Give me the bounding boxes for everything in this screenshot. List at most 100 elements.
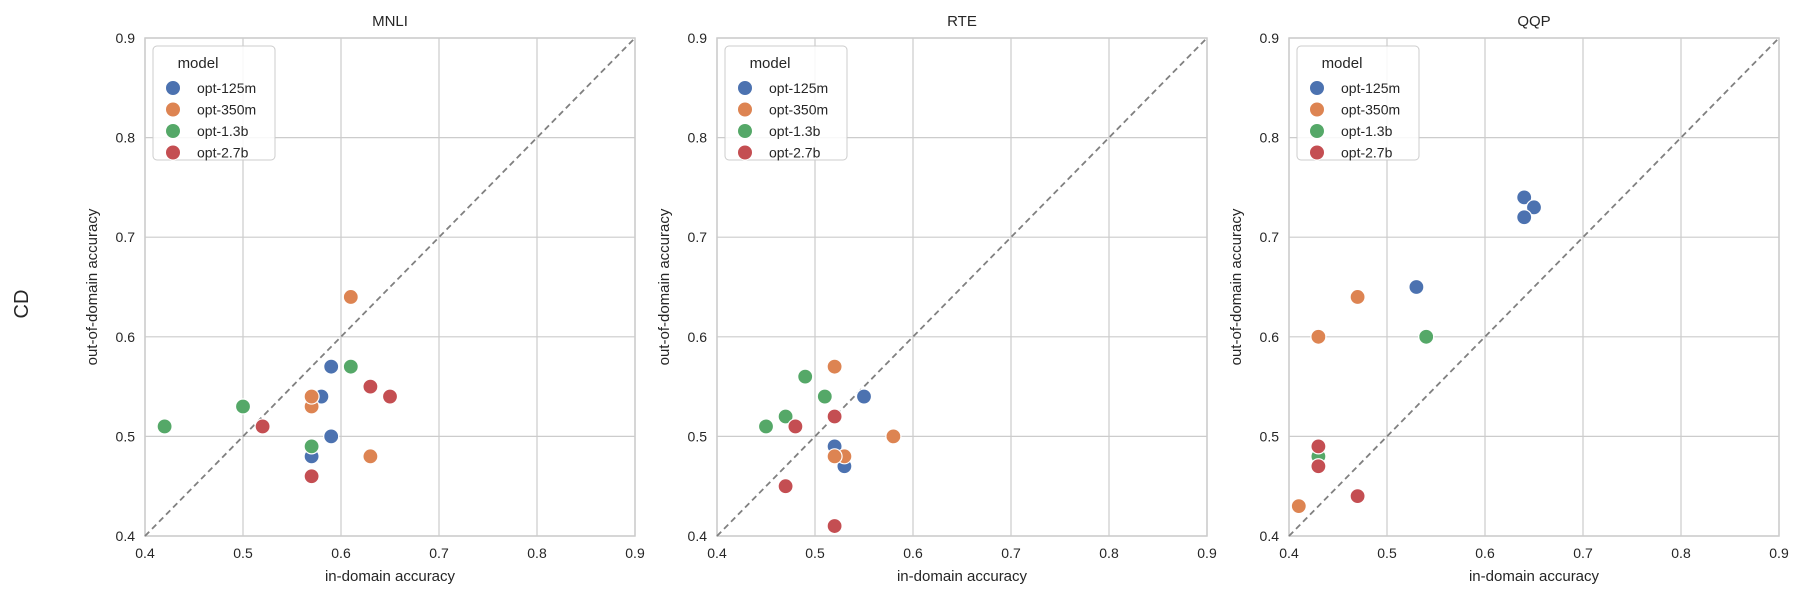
x-tick-label: 0.8 — [527, 545, 547, 561]
data-points — [1290, 189, 1543, 515]
legend-marker-opt-125m — [1309, 80, 1325, 96]
y-tick-label: 0.7 — [1260, 229, 1280, 245]
data-point-opt-350m — [826, 448, 843, 465]
data-point-opt-350m — [1310, 328, 1327, 345]
legend-entry-label: opt-125m — [197, 80, 256, 96]
y-tick-label: 0.5 — [688, 428, 708, 444]
data-point-opt-350m — [826, 358, 843, 375]
data-point-opt-2.7b — [1349, 488, 1366, 505]
x-tick-label: 0.4 — [707, 545, 727, 561]
legend-marker-opt-1.3b — [165, 123, 181, 139]
y-tick-label: 0.4 — [116, 528, 136, 544]
y-tick-label: 0.8 — [1260, 130, 1280, 146]
legend-entry-label: opt-1.3b — [1341, 123, 1393, 139]
data-point-opt-2.7b — [381, 388, 399, 405]
legend-title: model — [178, 55, 219, 72]
data-point-opt-350m — [362, 448, 379, 465]
data-point-opt-350m — [342, 288, 359, 306]
x-tick-label: 0.8 — [1671, 545, 1691, 561]
x-tick-label: 0.5 — [1377, 545, 1397, 561]
data-point-opt-125m — [1516, 189, 1533, 206]
data-point-opt-1.3b — [303, 438, 320, 455]
y-tick-label: 0.6 — [1260, 329, 1280, 345]
legend-box — [1296, 45, 1420, 161]
legend-entry-label: opt-1.3b — [197, 123, 249, 139]
y-axis-label: out-of-domain accuracy — [656, 208, 673, 365]
data-point-opt-1.3b — [797, 368, 814, 385]
chart-title: RTE — [947, 13, 977, 30]
legend-marker-opt-125m — [165, 80, 181, 96]
x-tick-label: 0.5 — [233, 545, 253, 561]
data-point-opt-1.3b — [234, 398, 252, 415]
legend-marker-opt-2.7b — [165, 144, 181, 161]
y-axis-label: out-of-domain accuracy — [84, 208, 101, 365]
data-points — [156, 288, 399, 485]
y-tick-label: 0.6 — [116, 329, 136, 345]
data-point-opt-1.3b — [1418, 328, 1435, 345]
data-point-opt-2.7b — [362, 378, 379, 395]
x-tick-label: 0.6 — [1475, 545, 1495, 561]
legend-title: model — [1322, 55, 1363, 72]
data-point-opt-350m — [885, 428, 902, 445]
legend-entry-label: opt-1.3b — [769, 123, 821, 139]
legend-box — [152, 45, 276, 161]
legend-box — [724, 45, 848, 161]
panel-rte: 0.4 0.5 0.6 0.7 0.8 0.9 0.4 0.5 0.6 0.7 0.8 0.9 RTE i… — [656, 13, 1217, 585]
panel-qqp: 0.4 0.5 0.6 0.7 0.8 0.9 0.4 0.5 0.6 0.7 0.8 0.9 QQP i… — [1228, 13, 1789, 585]
gridlines — [144, 37, 636, 537]
data-point-opt-1.3b — [342, 358, 359, 375]
x-tick-label: 0.6 — [331, 545, 351, 561]
data-point-opt-1.3b — [757, 418, 775, 435]
y-tick-label: 0.4 — [1260, 528, 1280, 544]
data-point-opt-1.3b — [777, 408, 794, 425]
legend-marker-opt-2.7b — [737, 144, 753, 161]
data-point-opt-125m — [855, 388, 873, 405]
data-point-opt-125m — [323, 428, 340, 445]
x-tick-label: 0.9 — [625, 545, 645, 561]
data-point-opt-350m — [1349, 288, 1366, 306]
legend-marker-opt-125m — [737, 80, 753, 96]
data-point-opt-125m — [1408, 278, 1425, 296]
x-tick-label: 0.7 — [1001, 545, 1021, 561]
y-tick-label: 0.9 — [688, 30, 708, 46]
data-point-opt-1.3b — [816, 388, 833, 405]
legend-marker-opt-350m — [1309, 101, 1325, 118]
panel-mnli: 0.4 0.5 0.6 0.7 0.8 0.9 0.4 0.5 0.6 0.7 0.8 0.9 MNLI… — [84, 13, 645, 585]
y-tick-label: 0.5 — [116, 428, 136, 444]
chart-title: MNLI — [372, 13, 408, 30]
data-point-opt-2.7b — [826, 408, 843, 425]
legend-marker-opt-1.3b — [1309, 123, 1325, 139]
y-tick-label: 0.5 — [1260, 428, 1280, 444]
legend-entry-label: opt-125m — [1341, 80, 1400, 96]
legend-entry-label: opt-125m — [769, 80, 828, 96]
legend-marker-opt-350m — [165, 101, 181, 118]
x-axis-label: in-domain accuracy — [325, 568, 456, 585]
plot-frame — [144, 37, 636, 537]
data-point-opt-2.7b — [777, 478, 794, 495]
y-tick-label: 0.7 — [116, 229, 136, 245]
legend-marker-opt-1.3b — [737, 123, 753, 139]
legend-title: model — [750, 55, 791, 72]
legend-entry-label: opt-2.7b — [1341, 145, 1393, 161]
data-point-opt-2.7b — [787, 418, 804, 435]
plot-frame — [1288, 37, 1780, 537]
data-point-opt-125m — [1516, 209, 1533, 226]
y-axis-label: out-of-domain accuracy — [1228, 208, 1245, 365]
x-tick-label: 0.9 — [1769, 545, 1789, 561]
data-point-opt-2.7b — [826, 517, 843, 535]
x-tick-label: 0.4 — [1279, 545, 1299, 561]
legend-entry-label: opt-350m — [769, 102, 828, 118]
data-point-opt-2.7b — [254, 418, 271, 435]
x-axis-label: in-domain accuracy — [1469, 568, 1600, 585]
y-tick-label: 0.9 — [116, 30, 136, 46]
data-point-opt-350m — [1290, 498, 1307, 515]
y-tick-label: 0.8 — [688, 130, 708, 146]
x-tick-label: 0.9 — [1197, 545, 1217, 561]
diagonal-reference-line — [144, 37, 636, 537]
x-tick-label: 0.7 — [1573, 545, 1593, 561]
legend-marker-opt-350m — [737, 101, 753, 118]
y-tick-label: 0.7 — [688, 229, 708, 245]
x-tick-label: 0.7 — [429, 545, 449, 561]
legend-entry-label: opt-350m — [197, 102, 256, 118]
